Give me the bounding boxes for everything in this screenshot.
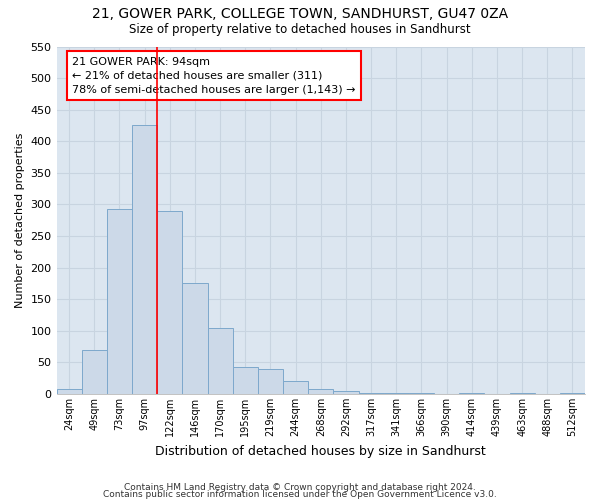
Bar <box>308 389 334 394</box>
Bar <box>56 389 82 394</box>
Bar <box>359 393 383 394</box>
X-axis label: Distribution of detached houses by size in Sandhurst: Distribution of detached houses by size … <box>155 444 486 458</box>
Bar <box>283 382 308 394</box>
Y-axis label: Number of detached properties: Number of detached properties <box>15 132 25 308</box>
Bar <box>132 126 157 394</box>
Bar <box>258 368 283 394</box>
Text: Contains HM Land Registry data © Crown copyright and database right 2024.: Contains HM Land Registry data © Crown c… <box>124 484 476 492</box>
Bar <box>157 211 182 394</box>
Bar <box>107 209 132 394</box>
Bar <box>182 284 208 394</box>
Text: Contains public sector information licensed under the Open Government Licence v3: Contains public sector information licen… <box>103 490 497 499</box>
Text: Size of property relative to detached houses in Sandhurst: Size of property relative to detached ho… <box>129 22 471 36</box>
Bar <box>334 392 359 394</box>
Bar <box>233 367 258 394</box>
Bar <box>82 350 107 394</box>
Text: 21 GOWER PARK: 94sqm
← 21% of detached houses are smaller (311)
78% of semi-deta: 21 GOWER PARK: 94sqm ← 21% of detached h… <box>73 57 356 95</box>
Bar <box>459 393 484 394</box>
Bar <box>208 328 233 394</box>
Bar <box>560 393 585 394</box>
Text: 21, GOWER PARK, COLLEGE TOWN, SANDHURST, GU47 0ZA: 21, GOWER PARK, COLLEGE TOWN, SANDHURST,… <box>92 8 508 22</box>
